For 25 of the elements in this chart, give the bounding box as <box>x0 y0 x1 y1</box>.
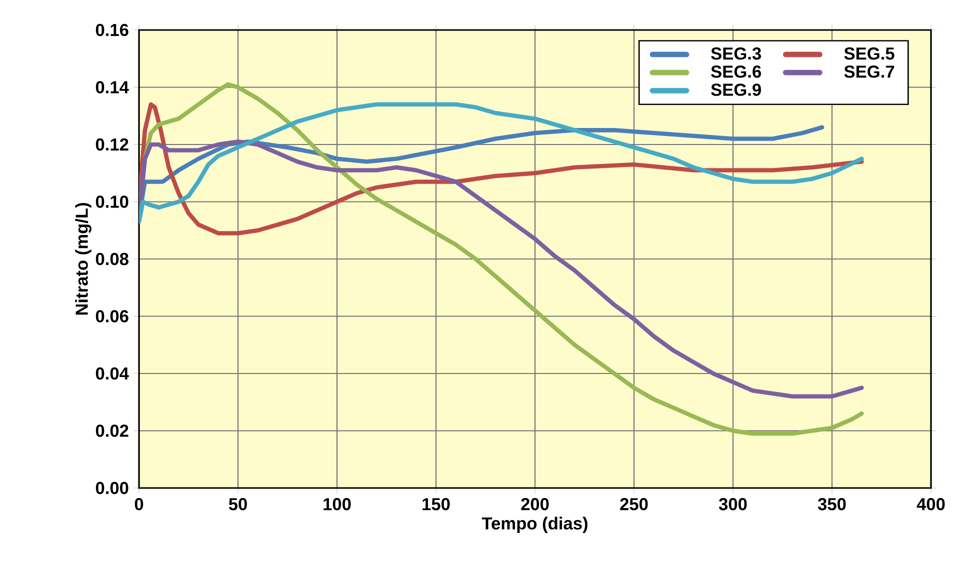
y-tick-label: 0.10 <box>96 196 128 208</box>
x-tick-label: 300 <box>718 498 747 510</box>
x-tick-label: 100 <box>324 498 351 510</box>
x-tick-label: 50 <box>228 498 247 510</box>
x-tick-label: 250 <box>620 498 648 510</box>
x-tick-label: 200 <box>521 498 549 510</box>
legend-label: SEG.5 <box>844 47 894 60</box>
x-axis-title: Tempo (dias) <box>482 516 588 533</box>
y-tick-label: 0.06 <box>96 310 128 322</box>
y-tick-label: 0.02 <box>96 424 128 437</box>
x-tick-label: 350 <box>818 498 846 510</box>
y-tick-label: 0.16 <box>96 24 128 36</box>
legend-label: SEG.7 <box>844 66 894 78</box>
y-tick-label: 0.00 <box>96 482 128 494</box>
x-tick-label: 400 <box>916 498 945 510</box>
y-tick-label: 0.14 <box>96 81 129 94</box>
legend-label: SEG.3 <box>711 47 761 60</box>
x-tick-label: 150 <box>422 498 450 510</box>
legend-label: SEG.6 <box>711 66 761 78</box>
y-tick-label: 0.08 <box>96 252 128 266</box>
x-tick-label: 0 <box>134 498 144 510</box>
y-tick-label: 0.12 <box>96 138 128 151</box>
legend-label: SEG.9 <box>711 84 761 96</box>
y-axis-title: Nitrato (mg/L) <box>75 203 92 315</box>
y-tick-label: 0.04 <box>96 367 129 380</box>
